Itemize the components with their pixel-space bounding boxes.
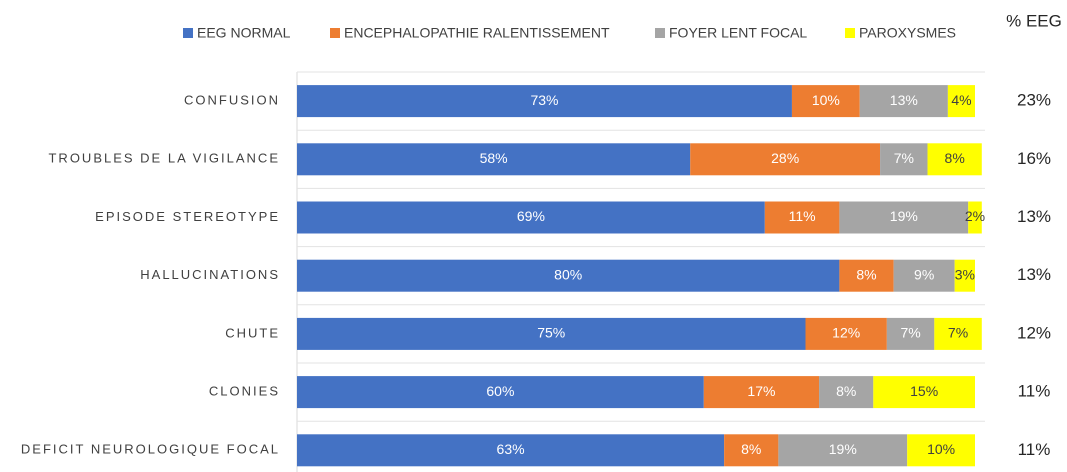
value-label: 28% — [771, 150, 799, 166]
category-label: TROUBLES DE LA VIGILANCE — [48, 151, 280, 166]
category-label: CHUTE — [225, 325, 280, 340]
value-label: 58% — [480, 150, 508, 166]
eeg-value: 12% — [1017, 323, 1051, 342]
bar-segment — [297, 434, 725, 467]
legend-swatch — [330, 28, 340, 38]
value-label: 8% — [856, 266, 876, 282]
category-label: HALLUCINATIONS — [140, 267, 280, 282]
bar-segment — [880, 143, 928, 176]
value-label: 8% — [945, 150, 965, 166]
bar-segment — [703, 376, 820, 409]
bar-segment — [805, 317, 887, 350]
bar-segment — [297, 201, 765, 234]
eeg-value: 13% — [1017, 207, 1051, 226]
value-label: 69% — [517, 208, 545, 224]
eeg-value: 23% — [1017, 91, 1051, 110]
bar-segment — [859, 85, 948, 118]
value-label: 11% — [789, 208, 816, 224]
bar-segment — [819, 376, 874, 409]
value-label: 8% — [836, 383, 856, 399]
legend-swatch — [845, 28, 855, 38]
bar-segment — [839, 201, 969, 234]
bar-segment — [690, 143, 881, 176]
value-label: 2% — [965, 208, 985, 224]
bar-segment — [927, 143, 982, 176]
bar-segment — [297, 85, 792, 118]
bar-segment — [968, 201, 982, 234]
legend-label: EEG NORMAL — [197, 25, 291, 41]
legend-swatch — [655, 28, 665, 38]
value-label: 8% — [741, 441, 761, 457]
value-label: 19% — [829, 441, 857, 457]
value-label: 9% — [914, 266, 934, 282]
bar-segment — [873, 376, 975, 409]
category-label: CLONIES — [209, 384, 280, 399]
bar-segment — [297, 259, 840, 292]
bar-segment — [724, 434, 779, 467]
value-label: 73% — [530, 92, 558, 108]
value-label: 80% — [554, 266, 582, 282]
value-label: 17% — [747, 383, 775, 399]
bar-segment — [297, 143, 691, 176]
value-label: 4% — [951, 92, 971, 108]
value-label: 75% — [537, 325, 565, 341]
bar-segment — [934, 317, 982, 350]
eeg-value: 11% — [1018, 382, 1051, 401]
value-label: 10% — [812, 92, 840, 108]
value-label: 63% — [497, 441, 525, 457]
bar-segment — [907, 434, 975, 467]
category-label: CONFUSION — [184, 93, 280, 108]
bar-segment — [947, 85, 975, 118]
eeg-header: % EEG — [1006, 11, 1062, 30]
bar-segment — [893, 259, 955, 292]
value-label: 60% — [486, 383, 514, 399]
bar-segment — [297, 317, 806, 350]
legend-label: ENCEPHALOPATHIE RALENTISSEMENT — [344, 25, 610, 41]
value-label: 7% — [894, 150, 914, 166]
bar-segment — [778, 434, 908, 467]
value-label: 12% — [832, 325, 860, 341]
value-label: 15% — [910, 383, 938, 399]
value-label: 7% — [948, 325, 968, 341]
value-label: 13% — [890, 92, 918, 108]
value-label: 7% — [900, 325, 920, 341]
bar-segment — [839, 259, 894, 292]
eeg-value: 16% — [1017, 149, 1051, 168]
value-label: 3% — [955, 266, 975, 282]
legend-label: PAROXYSMES — [859, 25, 956, 41]
bar-segment — [297, 376, 704, 409]
legend-label: FOYER LENT FOCAL — [669, 25, 807, 41]
eeg-value: 13% — [1017, 265, 1051, 284]
bar-segment — [954, 259, 975, 292]
category-label: EPISODE STEREOTYPE — [95, 209, 280, 224]
category-label: DEFICIT NEUROLOGIQUE FOCAL — [21, 442, 280, 457]
legend-swatch — [183, 28, 193, 38]
eeg-value: 11% — [1018, 440, 1051, 459]
bar-segment — [886, 317, 935, 350]
bar-segment — [791, 85, 860, 118]
bar-segment — [764, 201, 840, 234]
value-label: 10% — [927, 441, 955, 457]
value-label: 19% — [890, 208, 918, 224]
